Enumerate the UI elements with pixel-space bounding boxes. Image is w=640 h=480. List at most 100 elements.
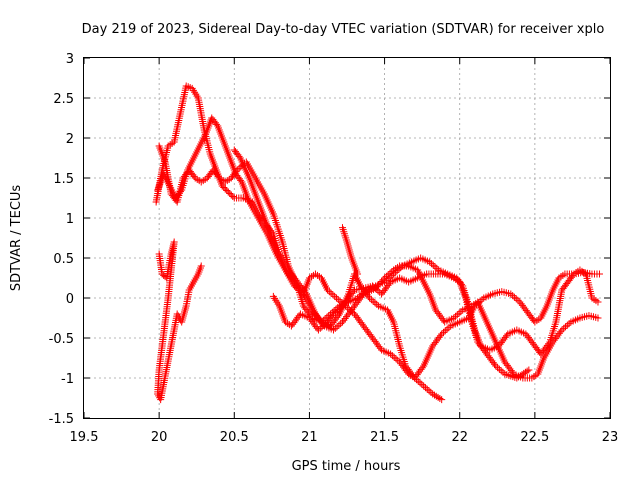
data-point-marker — [213, 120, 221, 128]
data-point-marker — [370, 284, 378, 292]
data-point-marker — [565, 320, 573, 328]
data-point-marker — [221, 185, 229, 193]
data-point-marker — [595, 270, 603, 278]
series-track-5 — [269, 270, 533, 382]
data-point-marker — [323, 286, 331, 294]
data-point-marker — [443, 325, 451, 333]
data-point-marker — [429, 390, 437, 398]
y-tick-labels: -1.5 -1 -0.5 0 0.5 1 1.5 2 2.5 3 — [49, 52, 74, 427]
data-point-marker — [416, 379, 424, 387]
y-tick-label: 1.5 — [53, 172, 74, 187]
data-point-marker — [525, 366, 533, 374]
data-point-marker — [429, 261, 437, 269]
data-point-marker — [394, 356, 402, 364]
data-point-marker — [197, 262, 205, 270]
series-track-1 — [152, 82, 602, 382]
y-tick-label: -1 — [61, 372, 74, 387]
data-point-marker — [320, 321, 328, 329]
data-point-marker — [391, 268, 399, 276]
data-point-marker — [388, 272, 396, 280]
data-point-marker — [476, 297, 484, 305]
data-point-marker — [337, 320, 345, 328]
data-point-marker — [224, 188, 232, 196]
data-point-marker — [436, 394, 444, 402]
data-point-marker — [335, 321, 343, 329]
data-point-marker — [229, 193, 237, 200]
data-point-marker — [292, 284, 300, 292]
data-point-marker — [316, 316, 324, 324]
data-point-marker — [412, 376, 420, 384]
x-tick-labels: 19.5 20 20.5 21 21.5 22 22.5 23 — [70, 430, 619, 445]
data-point-marker — [176, 188, 184, 196]
y-tick-label: 3 — [66, 52, 74, 67]
data-point-marker — [397, 264, 405, 272]
data-point-marker — [594, 298, 602, 306]
data-point-marker — [374, 287, 382, 295]
data-point-marker — [439, 328, 447, 336]
data-point-marker — [345, 305, 353, 313]
data-point-marker — [386, 273, 394, 281]
data-point-marker — [296, 287, 304, 295]
data-point-marker — [371, 299, 379, 307]
data-point-marker — [558, 326, 566, 334]
data-point-marker — [478, 296, 486, 304]
data-point-marker — [336, 297, 344, 305]
data-point-marker — [474, 299, 482, 307]
data-point-marker — [436, 332, 444, 340]
data-point-marker — [471, 302, 479, 310]
data-point-marker — [385, 280, 393, 288]
data-point-marker — [214, 172, 222, 180]
data-point-marker — [490, 360, 498, 368]
series-track-3 — [154, 114, 446, 404]
data-point-marker — [393, 267, 401, 275]
data-point-marker — [318, 323, 326, 331]
data-point-marker — [523, 367, 531, 375]
data-point-marker — [340, 316, 348, 324]
x-tick-label: 22.5 — [520, 430, 549, 445]
y-tick-label: 0.5 — [53, 252, 74, 267]
data-point-marker — [545, 340, 553, 348]
y-axis-label: SDTVAR / TECUs — [9, 185, 24, 292]
grid-lines — [84, 58, 610, 418]
data-point-marker — [563, 321, 571, 329]
data-point-marker — [392, 355, 400, 363]
x-tick-label: 20.5 — [220, 430, 249, 445]
data-point-marker — [328, 312, 336, 320]
data-point-marker — [557, 328, 565, 336]
x-tick-label: 20 — [151, 430, 168, 445]
data-point-marker — [220, 184, 228, 191]
data-point-marker — [349, 308, 357, 316]
data-point-marker — [347, 307, 355, 315]
data-point-marker — [507, 290, 515, 298]
data-point-marker — [423, 385, 431, 393]
data-point-marker — [369, 297, 377, 305]
data-point-marker — [342, 313, 350, 321]
data-point-marker — [512, 295, 520, 303]
data-point-marker — [457, 308, 465, 316]
data-point-marker — [431, 263, 439, 271]
data-point-marker — [354, 270, 362, 278]
data-point-marker — [438, 396, 446, 404]
y-tick-label: 0 — [66, 292, 74, 307]
y-tick-label: 1 — [66, 212, 74, 227]
data-point-marker — [327, 289, 335, 297]
data-point-marker — [418, 380, 426, 388]
data-point-marker — [190, 172, 198, 180]
data-point-marker — [427, 260, 435, 268]
data-point-marker — [390, 270, 398, 278]
data-point-marker — [421, 384, 429, 392]
data-point-marker — [333, 323, 341, 331]
data-point-marker — [499, 368, 507, 376]
data-point-marker — [226, 190, 234, 197]
data-point-marker — [433, 264, 441, 272]
x-tick-label: 22 — [451, 430, 468, 445]
data-point-marker — [388, 352, 396, 360]
data-point-marker — [372, 285, 380, 293]
data-point-marker — [354, 294, 362, 302]
data-point-marker — [426, 258, 434, 266]
x-tick-label: 21 — [301, 430, 318, 445]
data-point-marker — [427, 388, 435, 396]
data-point-marker — [503, 332, 511, 340]
data-point-marker — [355, 292, 363, 300]
